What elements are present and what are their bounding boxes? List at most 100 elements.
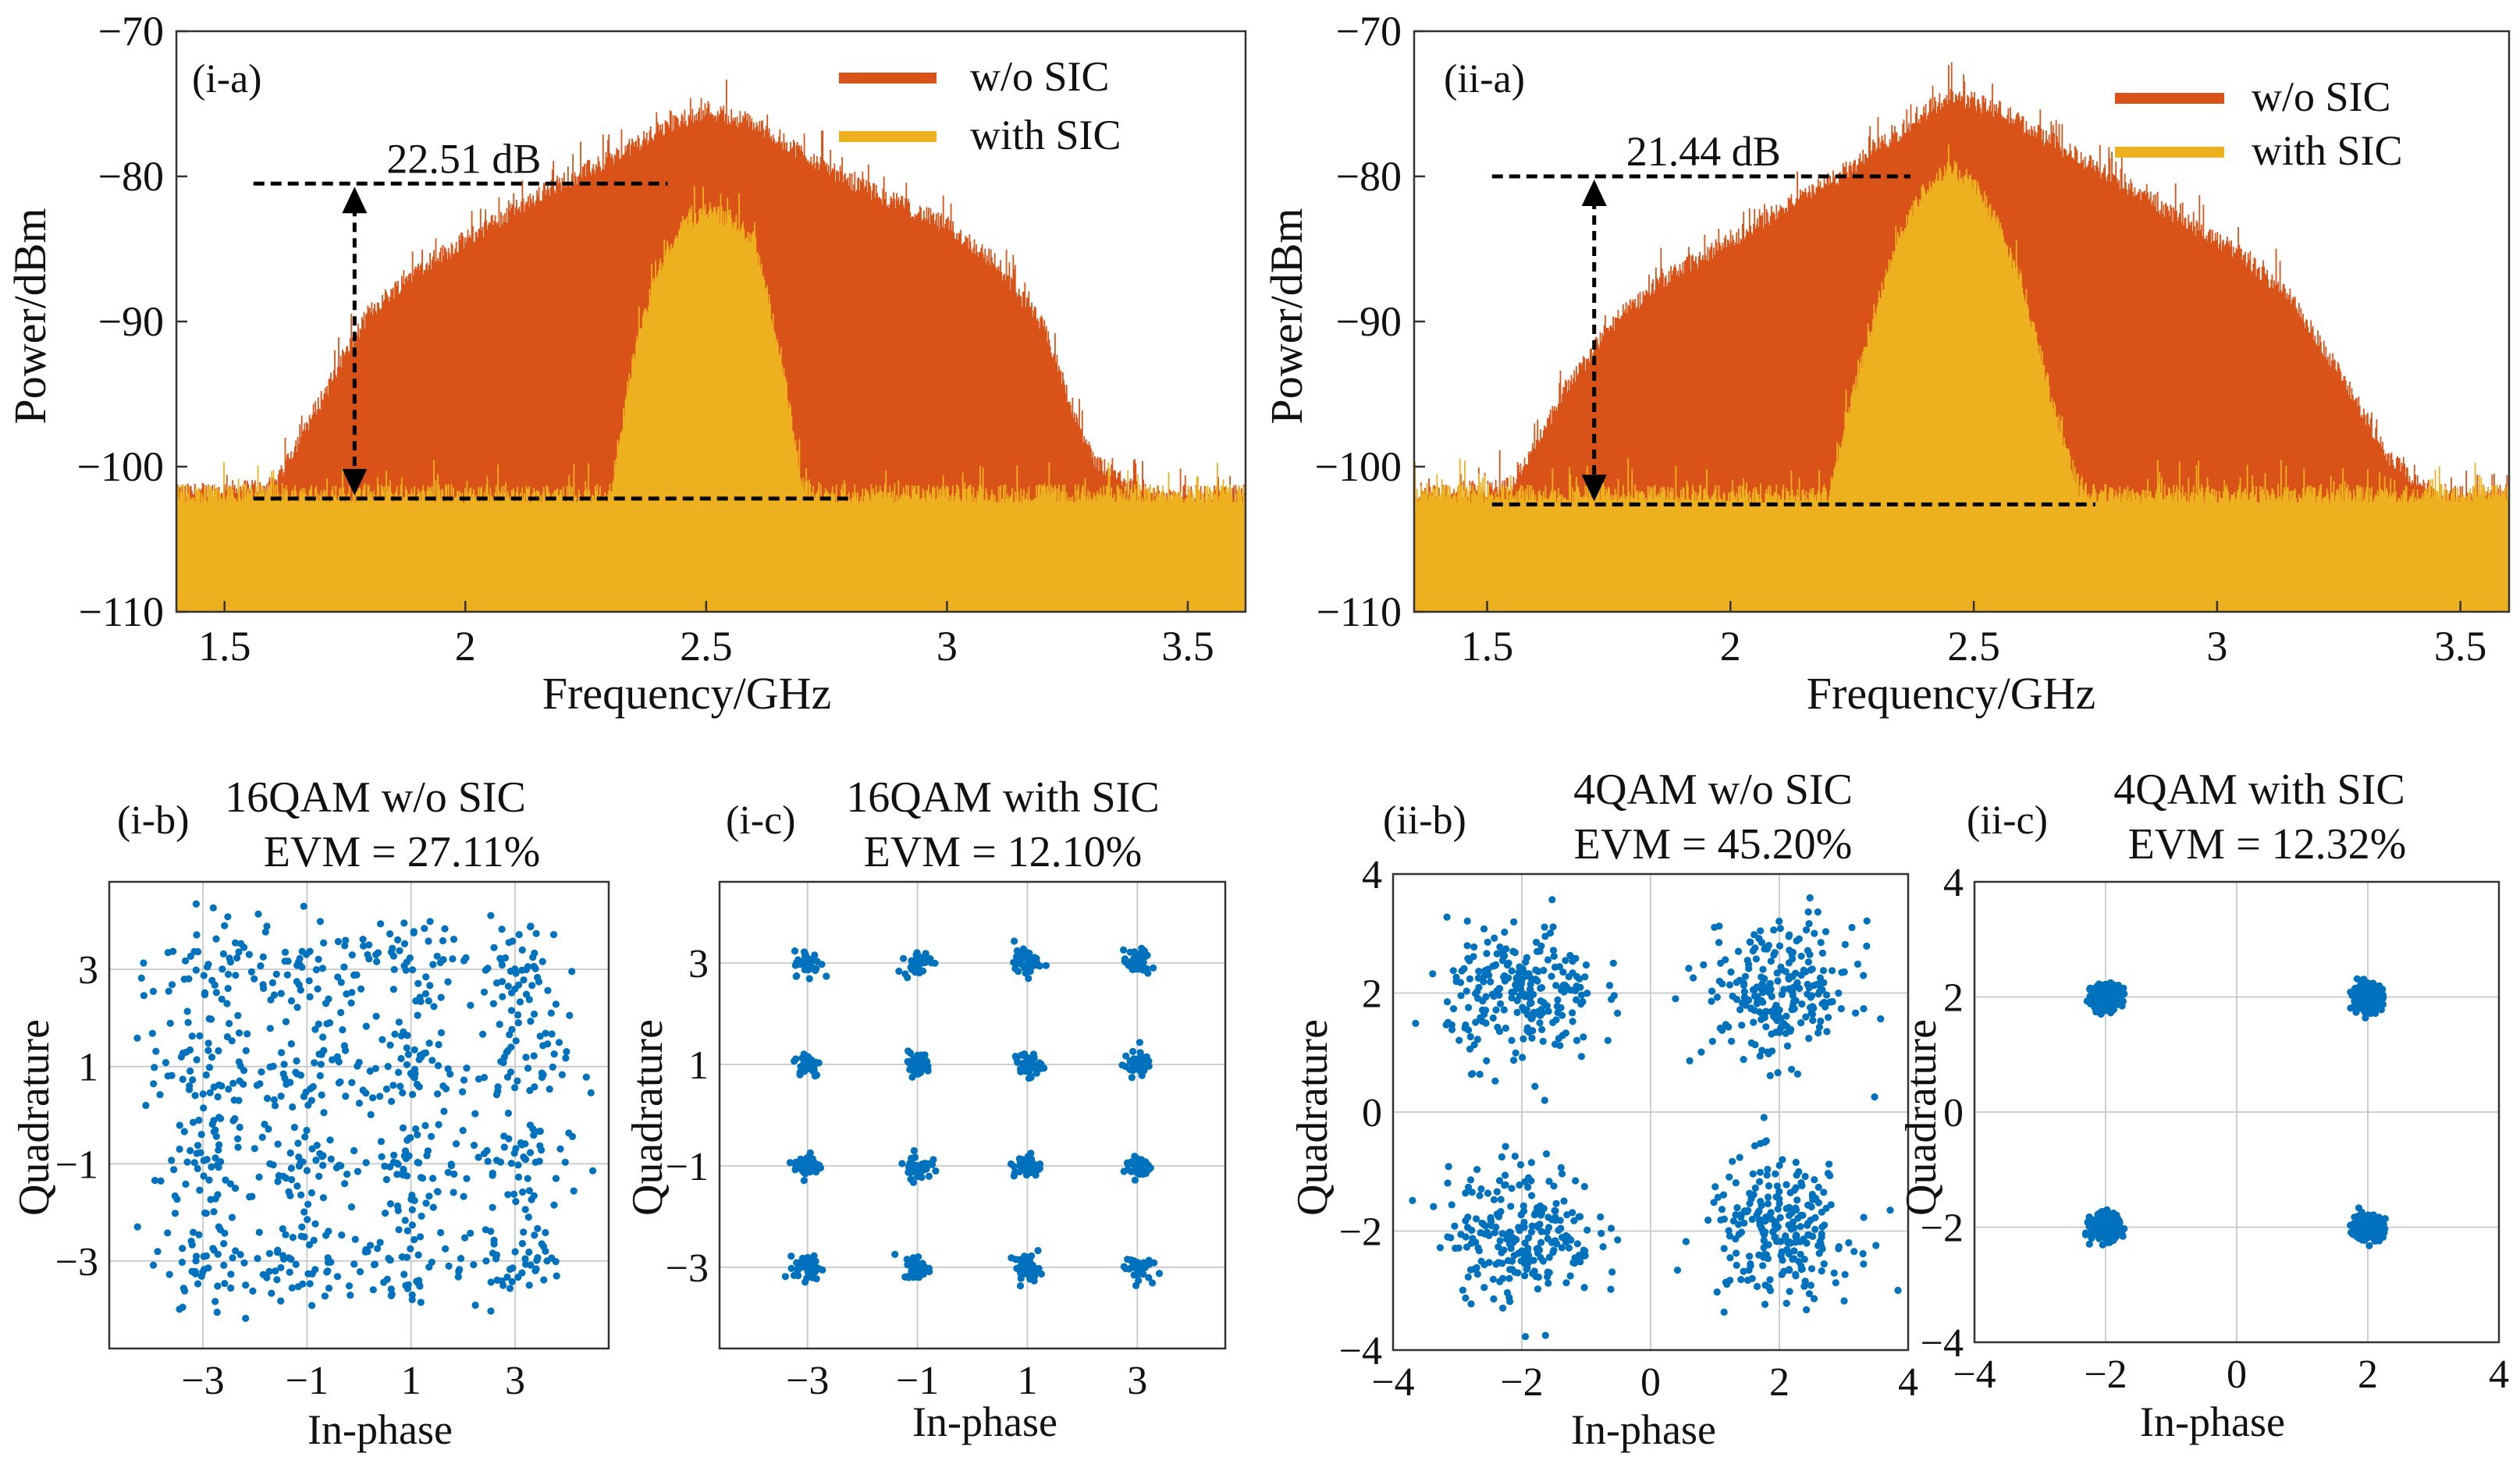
constellation-point [487, 1307, 495, 1315]
constellation-point [152, 1047, 160, 1055]
constellation-point [1540, 966, 1548, 975]
constellation-point [546, 1086, 553, 1093]
constellation-point [254, 1255, 261, 1263]
constellation-point [791, 947, 799, 955]
constellation-point [272, 970, 280, 978]
constellation-point [359, 1086, 367, 1094]
constellation-point [1010, 1172, 1018, 1180]
constellation-point [547, 1009, 555, 1017]
constellation-point [1508, 967, 1516, 975]
x-tick-label: 0 [2227, 1352, 2247, 1397]
constellation-point [1513, 1008, 1521, 1016]
constellation-point [425, 1192, 433, 1200]
constellation-point [454, 1273, 462, 1281]
constellation-point [430, 1003, 438, 1011]
constellation-point [556, 1145, 564, 1153]
constellation-point [1018, 1266, 1025, 1274]
constellation-point [1480, 978, 1487, 986]
constellation-point [1545, 1253, 1553, 1261]
constellation-point [1551, 1206, 1559, 1214]
constellation-point [307, 1189, 315, 1197]
constellation-point [1741, 972, 1749, 980]
constellation-point [526, 1086, 534, 1094]
constellation-point [1025, 1267, 1033, 1274]
constellation-point [367, 1242, 375, 1249]
constellation-point [1740, 988, 1748, 996]
constellation-point [1886, 1206, 1894, 1214]
constellation-point [915, 1065, 923, 1073]
constellation-point [1850, 1248, 1858, 1256]
constellation-point [277, 1263, 285, 1271]
constellation-point [800, 961, 808, 968]
constellation-point [1782, 1012, 1790, 1020]
constellation-point [179, 1050, 187, 1057]
constellation-point [1800, 1256, 1808, 1263]
constellation-point [212, 935, 220, 943]
constellation-point [1016, 960, 1024, 968]
constellation-point [1761, 1281, 1769, 1289]
constellation-point [235, 948, 243, 956]
constellation-point [211, 1298, 219, 1306]
constellation-point [1034, 1246, 1042, 1255]
constellation-point [1562, 1279, 1570, 1287]
constellation-point [1021, 1256, 1029, 1263]
constellation-point [1740, 1267, 1747, 1275]
title-ii-c: 4QAM with SIC [2113, 766, 2404, 814]
constellation-point [450, 936, 458, 943]
constellation-point [1780, 1020, 1788, 1028]
x-tick-label: −2 [2084, 1352, 2127, 1397]
constellation-point [1139, 954, 1146, 962]
constellation-point [1495, 985, 1503, 993]
title-ii-b: 4QAM w/o SIC [1573, 766, 1853, 814]
constellation-point [1766, 1287, 1775, 1295]
constellation-point [426, 918, 434, 926]
constellation-point [337, 1162, 345, 1170]
constellation-point [1567, 1236, 1575, 1244]
constellation-point [412, 1125, 420, 1133]
constellation-point [1761, 1300, 1769, 1308]
y-tick-label: 1 [78, 1046, 98, 1090]
constellation-point [1759, 989, 1767, 997]
constellation-point [1727, 968, 1735, 976]
arrowhead-up [1581, 179, 1607, 206]
y-tick-label: −2 [1921, 1206, 1964, 1251]
constellation-point [1491, 1077, 1499, 1085]
constellation-point [1814, 1242, 1822, 1249]
constellation-point [2086, 993, 2094, 1000]
constellation-point [2365, 1226, 2372, 1234]
constellation-point [1029, 1062, 1036, 1070]
constellation-point [2358, 1230, 2365, 1238]
constellation-point [140, 959, 148, 967]
constellation-point [805, 1061, 812, 1069]
constellation-point [1757, 927, 1765, 935]
constellation-point [403, 1061, 411, 1068]
constellation-point [232, 972, 240, 979]
constellation-point [1534, 977, 1541, 985]
constellation-point [1753, 1282, 1761, 1291]
constellation-point [1518, 1247, 1526, 1255]
constellation-point [397, 1054, 405, 1063]
constellation-point [1487, 1222, 1495, 1230]
constellation-point [439, 1082, 447, 1090]
constellation-point [298, 963, 306, 971]
constellation-point [1570, 1217, 1578, 1224]
constellation-point [227, 1285, 235, 1292]
constellation-point [371, 1260, 379, 1268]
constellation-point [1793, 1070, 1801, 1078]
x-tick-label: −4 [1953, 1352, 1996, 1397]
constellation-point [192, 966, 200, 974]
constellation-point [280, 1255, 288, 1263]
constellation-point [1500, 1006, 1508, 1014]
constellation-point [1549, 923, 1557, 931]
constellation-point [1536, 1019, 1544, 1027]
constellation-point [133, 1034, 141, 1042]
constellation-point [1825, 1014, 1832, 1022]
constellation-point [2099, 997, 2106, 1005]
constellation-point [496, 1021, 503, 1029]
constellation-point [1815, 1249, 1823, 1257]
constellation-point [1480, 972, 1488, 980]
constellation-point [1467, 1300, 1475, 1308]
constellation-point [300, 902, 307, 910]
constellation-point [414, 1131, 421, 1139]
constellation-point [1860, 1005, 1868, 1013]
